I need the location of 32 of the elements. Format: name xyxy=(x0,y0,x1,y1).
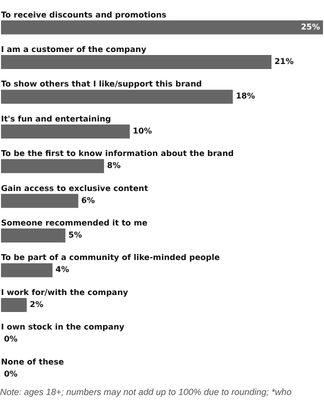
y-tick-label: To show others that I like/support this brand xyxy=(1,80,202,89)
text: Note: ages 18+; numbers may not add up to 100% due to rounding; *who xyxy=(0,386,292,397)
bar xyxy=(1,298,27,312)
y-tick-label: I am a customer of the company xyxy=(1,45,148,54)
bar xyxy=(1,263,53,278)
y-tick-label: Someone recommended it to me xyxy=(1,218,148,228)
bar xyxy=(1,55,272,70)
bar xyxy=(1,194,78,208)
data-label: 18% xyxy=(236,92,255,101)
data-label: 25% xyxy=(300,22,320,32)
data-label: 21% xyxy=(274,57,294,66)
bar xyxy=(1,159,104,174)
data-label: 0% xyxy=(4,334,18,344)
data-label: 2% xyxy=(30,300,44,309)
y-tick-label: It's fun and entertaining xyxy=(1,114,112,124)
data-label: 5% xyxy=(68,230,82,240)
y-tick-label: To be part of a community of like-minded people xyxy=(1,253,220,262)
data-label: 6% xyxy=(81,196,95,205)
bar xyxy=(1,124,130,138)
y-tick-label: I work for/with the company xyxy=(1,288,129,297)
y-tick-label: Gain access to exclusive content xyxy=(1,184,148,193)
y-tick-label: None of these xyxy=(1,357,64,366)
data-label: 8% xyxy=(107,161,121,170)
bar xyxy=(1,228,66,243)
y-tick-label: To receive discounts and promotions xyxy=(1,10,167,20)
y-tick-label: To be the first to know information about the brand xyxy=(1,149,234,158)
data-label: 4% xyxy=(56,265,70,274)
bar xyxy=(1,90,233,104)
bar xyxy=(1,20,323,34)
y-tick-label: I own stock in the company xyxy=(1,322,126,332)
data-label: 0% xyxy=(4,369,18,378)
data-label: 10% xyxy=(132,126,152,136)
